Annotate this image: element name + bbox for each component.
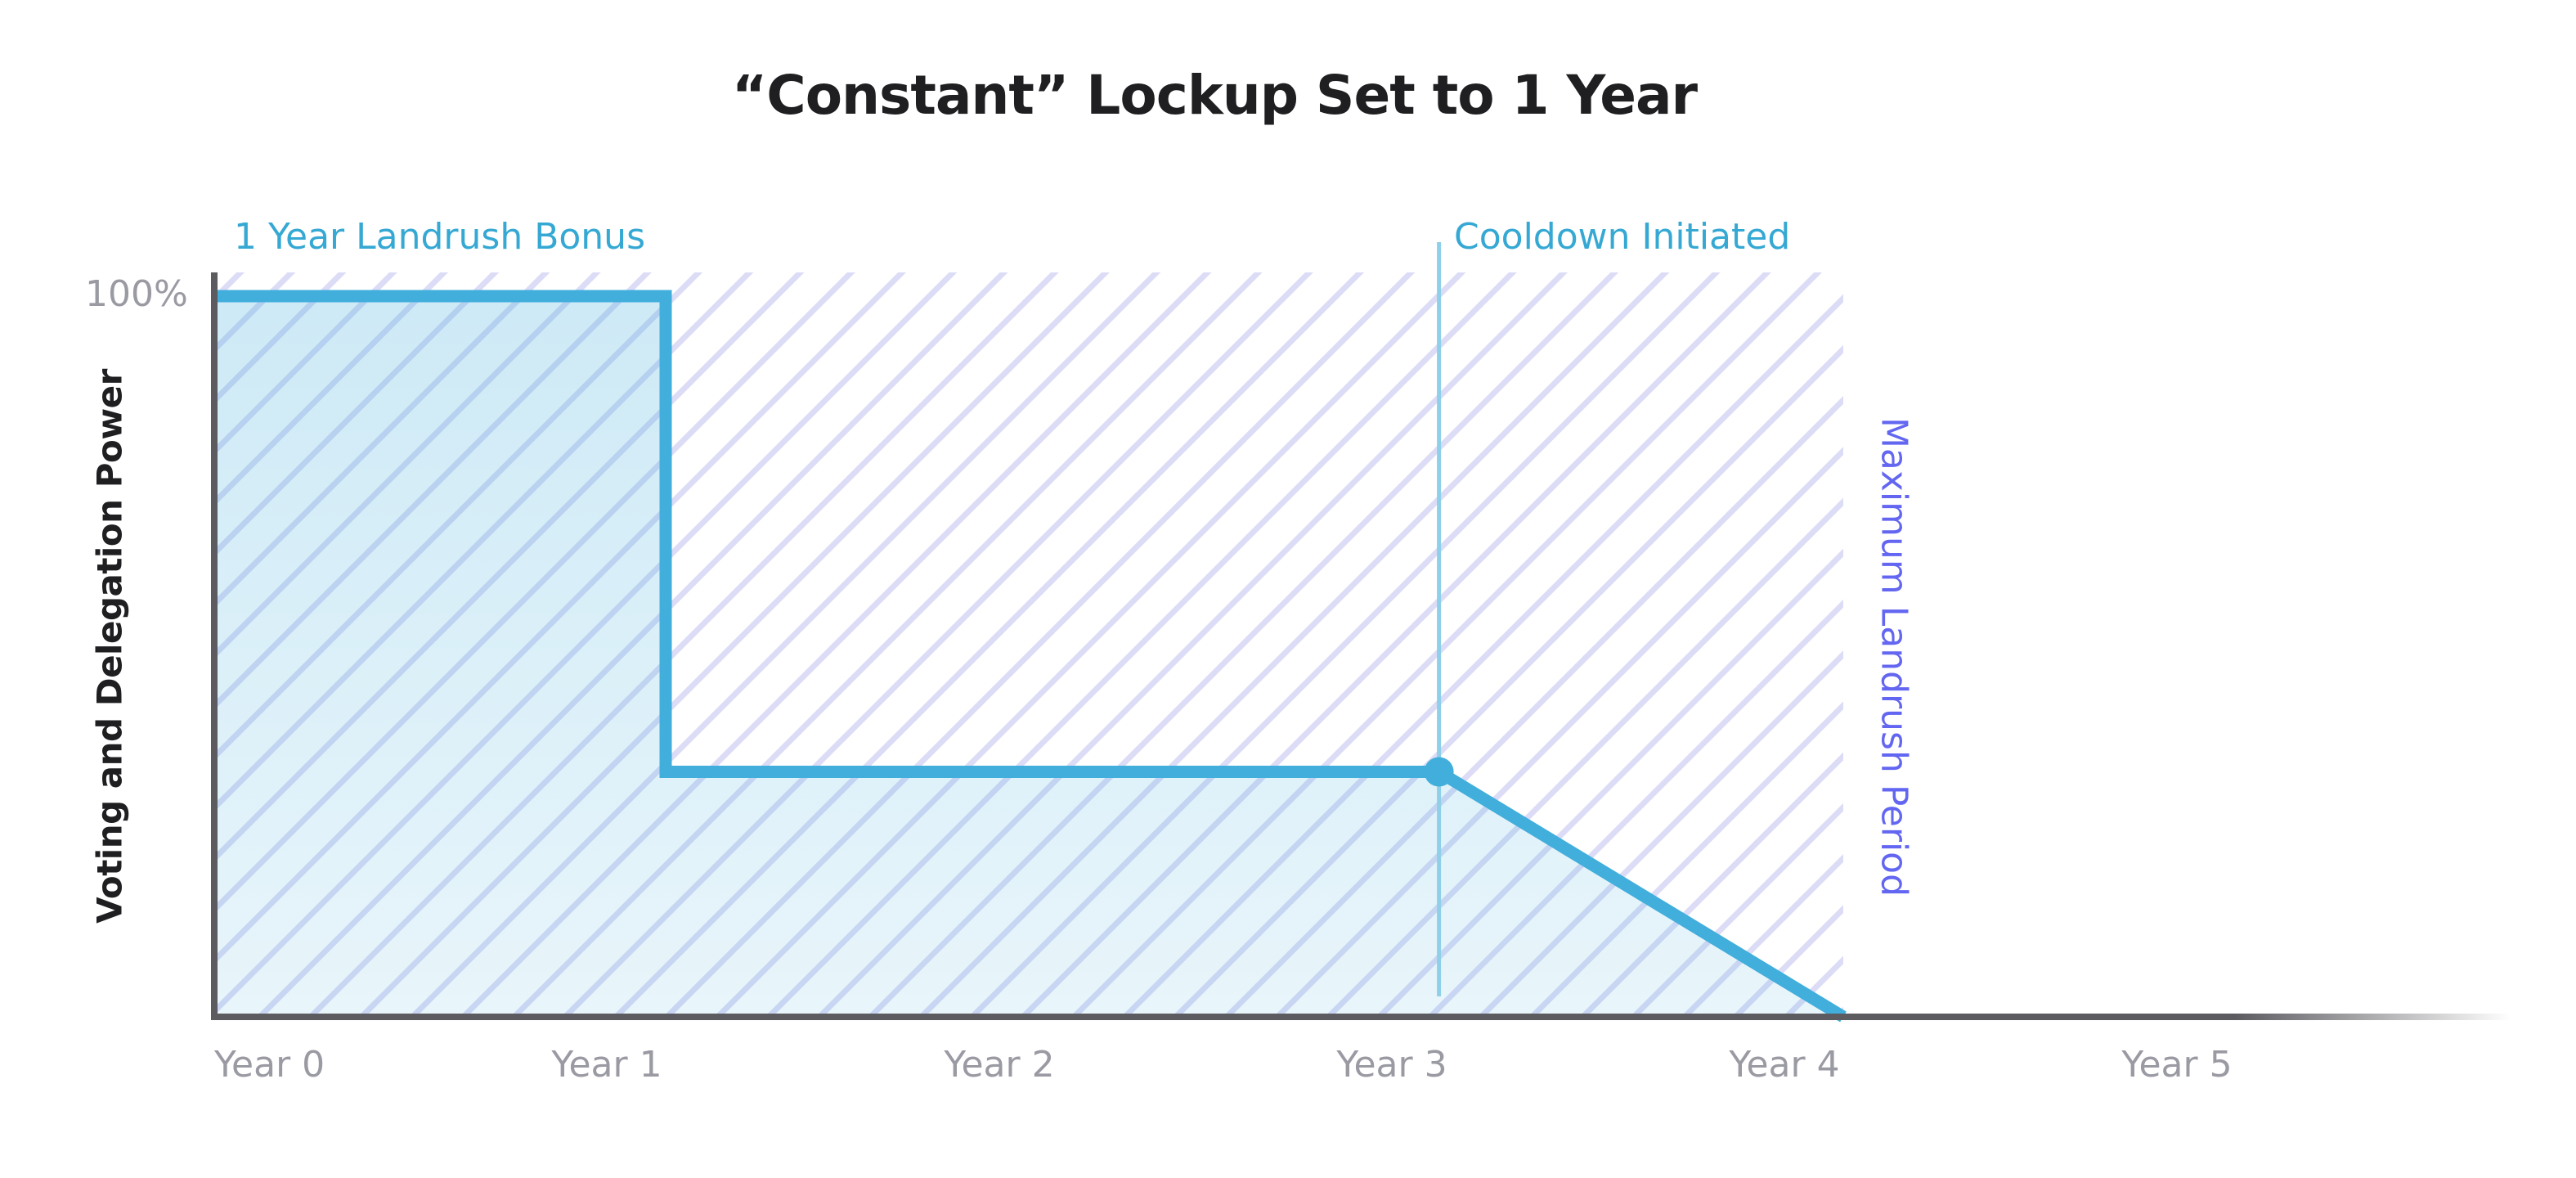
series-line <box>214 290 1847 1023</box>
x-tick-label-year-0: Year 0 <box>214 1044 325 1086</box>
cooldown-marker-0 <box>1424 757 1454 787</box>
x-tick-label-year-5: Year 5 <box>2121 1044 2233 1086</box>
cooldown-annotation: Cooldown Initiated <box>1454 216 1791 258</box>
max-landrush-period-annotation: Maximum Landrush Period <box>1873 416 1915 897</box>
chart-title: “Constant” Lockup Set to 1 Year <box>731 64 1698 127</box>
series-area-fill <box>214 296 1843 1017</box>
x-tick-label-year-3: Year 3 <box>1336 1044 1447 1086</box>
x-tick-label-year-2: Year 2 <box>944 1044 1055 1086</box>
y-tick-label-100: 100% <box>85 273 188 315</box>
y-axis-label: Voting and Delegation Power <box>89 369 130 924</box>
x-tick-label-year-4: Year 4 <box>1729 1044 1840 1086</box>
landrush-bonus-annotation: 1 Year Landrush Bonus <box>234 216 645 258</box>
x-tick-label-year-1: Year 1 <box>551 1044 662 1086</box>
x-axis-line <box>211 1014 2511 1020</box>
